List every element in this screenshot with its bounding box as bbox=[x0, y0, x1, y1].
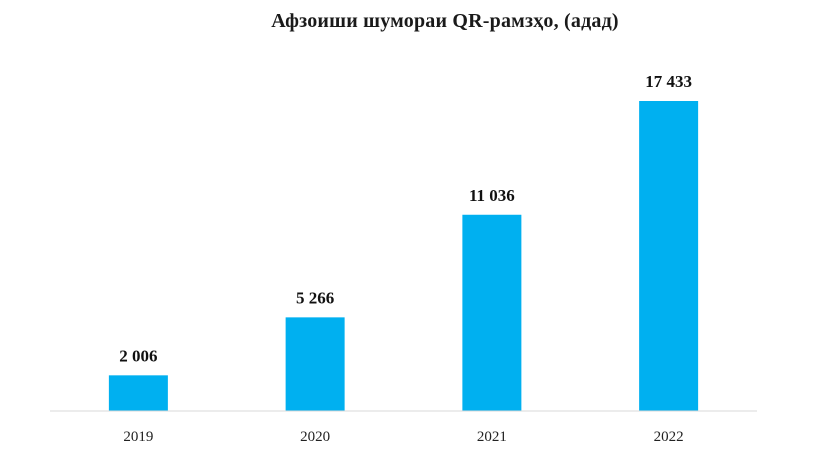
bar-2021 bbox=[462, 214, 522, 411]
x-tick-2021: 2021 bbox=[477, 429, 507, 445]
bars-layer bbox=[108, 101, 699, 411]
chart-title: Афзоиши шумораи QR-рамзҳо, (адад) bbox=[271, 10, 619, 32]
x-tick-2019: 2019 bbox=[123, 429, 153, 445]
x-tick-labels: 2019 2020 2021 2022 bbox=[123, 429, 683, 445]
data-label-2021: 11 036 bbox=[469, 186, 515, 205]
bar-2020 bbox=[285, 317, 345, 411]
bar-2019 bbox=[108, 375, 168, 411]
data-label-2020: 5 266 bbox=[296, 288, 334, 307]
x-tick-2022: 2022 bbox=[654, 429, 684, 445]
data-label-2019: 2 006 bbox=[119, 346, 157, 365]
x-tick-2020: 2020 bbox=[300, 429, 330, 445]
data-label-2022: 17 433 bbox=[645, 72, 692, 91]
bar-2022 bbox=[639, 101, 699, 411]
labels-layer: 2 006 5 266 11 036 17 433 bbox=[119, 72, 692, 365]
